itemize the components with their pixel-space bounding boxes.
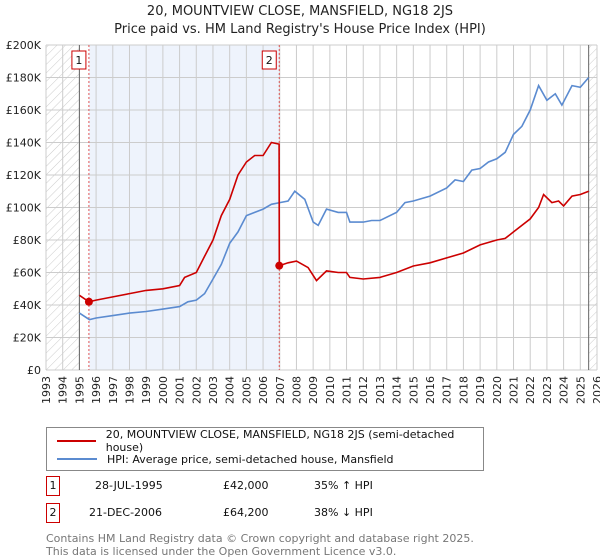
x-tick-label: 2009: [307, 376, 320, 404]
y-tick-label: £80K: [13, 234, 42, 247]
y-tick-label: £140K: [6, 137, 42, 150]
y-tick-label: £60K: [13, 267, 42, 280]
x-tick-label: 2007: [274, 376, 287, 404]
series-line: [78, 76, 590, 321]
y-tick-label: £100K: [6, 202, 42, 215]
sale-row-2: 2 21-DEC-2006 £64,200 38% ↓ HPI: [46, 503, 546, 523]
x-tick-label: 1993: [40, 376, 53, 404]
series-line: [78, 141, 589, 303]
x-tick-label: 2010: [324, 376, 337, 404]
x-tick-label: 2006: [257, 376, 270, 404]
sale-price: £64,200: [223, 506, 269, 519]
y-tick-label: £180K: [6, 72, 42, 85]
legend: 20, MOUNTVIEW CLOSE, MANSFIELD, NG18 2JS…: [46, 427, 484, 471]
sale-label-box: [261, 50, 277, 70]
x-tick-label: 2012: [357, 376, 370, 404]
sale-row-1: 1 28-JUL-1995 £42,000 35% ↑ HPI: [46, 476, 546, 496]
x-tick-label: 1997: [107, 376, 120, 404]
chart-subtitle: Price paid vs. HM Land Registry's House …: [114, 22, 486, 37]
x-tick-label: 2019: [474, 376, 487, 404]
y-tick-label: £160K: [6, 104, 42, 117]
x-tick-label: 2022: [524, 376, 537, 404]
sale-point: [275, 261, 284, 270]
x-tick-label: 1999: [140, 376, 153, 404]
x-tick-label: 2000: [157, 376, 170, 404]
x-tick-label: 2020: [491, 376, 504, 404]
sale-label: 1: [75, 54, 82, 67]
sale-price: £42,000: [223, 479, 269, 492]
sale-label: 2: [266, 54, 273, 67]
y-tick-label: £200K: [6, 39, 42, 52]
x-tick-label: 2015: [407, 376, 420, 404]
sale-point: [84, 297, 93, 306]
x-tick-label: 2026: [591, 376, 600, 404]
x-tick-label: 2001: [174, 376, 187, 404]
sale-number: 2: [46, 503, 60, 523]
x-tick-label: 2014: [391, 376, 404, 404]
x-tick-label: 1996: [90, 376, 103, 404]
x-tick-label: 2025: [574, 376, 587, 404]
legend-blue-swatch: [57, 458, 97, 460]
plot-area: 1993 1994 1995 1996 1997 1998 1999 2000 2001 2002…: [6, 39, 600, 404]
sale-number: 1: [46, 476, 60, 496]
footer-line-2: This data is licensed under the Open Gov…: [46, 545, 397, 558]
sale-hpi: 35% ↑ HPI: [314, 479, 373, 492]
x-tick-label: 1995: [73, 376, 86, 404]
y-tick-label: £20K: [13, 332, 42, 345]
chart-title: 20, MOUNTVIEW CLOSE, MANSFIELD, NG18 2JS: [146, 4, 454, 19]
legend-red-swatch: [57, 440, 96, 442]
sale-date: 28-JUL-1995: [95, 479, 163, 492]
x-tick-label: 2008: [290, 376, 303, 404]
sale-date: 21-DEC-2006: [89, 506, 163, 519]
x-tick-label: 2016: [424, 376, 437, 404]
x-tick-label: 2004: [224, 376, 237, 404]
x-tick-label: 2018: [457, 376, 470, 404]
x-tick-label: 2005: [240, 376, 253, 404]
x-tick-label: 1994: [57, 376, 70, 404]
x-tick-label: 1998: [123, 376, 136, 404]
sale-hpi: 38% ↓ HPI: [314, 506, 373, 519]
y-tick-label: £40K: [13, 299, 42, 312]
x-tick-label: 2013: [374, 376, 387, 404]
legend-hpi: HPI: Average price, semi-detached house,…: [107, 452, 394, 466]
legend-property: 20, MOUNTVIEW CLOSE, MANSFIELD, NG18 2JS…: [105, 428, 455, 454]
x-tick-label: 2024: [558, 376, 571, 404]
x-tick-label: 2021: [508, 376, 521, 404]
x-tick-label: 2003: [207, 376, 220, 404]
x-tick-label: 2011: [341, 376, 354, 404]
x-tick-label: 2023: [541, 376, 554, 404]
x-tick-label: 2002: [190, 376, 203, 404]
y-tick-label: £120K: [6, 169, 42, 182]
y-tick-label: £0: [27, 364, 41, 377]
sale-label-box: [71, 50, 87, 70]
footer-line-1: Contains HM Land Registry data © Crown c…: [46, 532, 474, 545]
footer: Contains HM Land Registry data © Crown c…: [46, 532, 474, 558]
x-tick-label: 2017: [441, 376, 454, 404]
